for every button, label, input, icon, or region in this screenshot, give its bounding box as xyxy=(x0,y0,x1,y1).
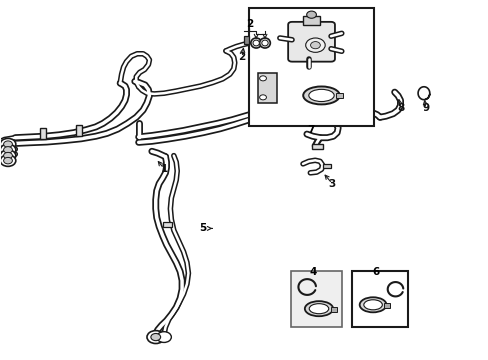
Bar xyxy=(249,8,373,126)
Circle shape xyxy=(306,11,316,18)
Ellipse shape xyxy=(261,40,267,46)
Text: 8: 8 xyxy=(396,103,404,113)
Circle shape xyxy=(147,330,164,343)
Circle shape xyxy=(3,147,12,153)
Text: 1: 1 xyxy=(160,163,167,174)
Ellipse shape xyxy=(252,40,259,46)
Bar xyxy=(322,164,330,168)
Bar xyxy=(302,17,320,26)
Bar xyxy=(40,128,45,139)
Ellipse shape xyxy=(308,304,328,314)
Bar xyxy=(335,93,343,98)
Text: 5: 5 xyxy=(199,224,206,233)
Text: 9: 9 xyxy=(422,103,428,113)
Bar xyxy=(351,271,407,327)
Ellipse shape xyxy=(303,86,339,104)
Circle shape xyxy=(0,144,16,156)
Bar xyxy=(330,306,336,311)
Circle shape xyxy=(310,41,320,49)
Ellipse shape xyxy=(250,38,261,48)
Text: 2: 2 xyxy=(238,52,245,62)
Circle shape xyxy=(0,138,16,150)
Bar xyxy=(162,222,172,226)
Text: 2: 2 xyxy=(245,19,252,29)
Bar xyxy=(258,73,276,103)
Ellipse shape xyxy=(308,89,333,102)
Text: 7: 7 xyxy=(307,125,314,135)
Ellipse shape xyxy=(363,300,382,310)
Circle shape xyxy=(151,333,160,341)
Text: 6: 6 xyxy=(372,267,379,277)
FancyBboxPatch shape xyxy=(287,22,334,62)
Circle shape xyxy=(3,157,12,164)
Circle shape xyxy=(3,141,12,147)
Bar xyxy=(244,36,248,44)
Circle shape xyxy=(259,95,266,100)
Bar xyxy=(383,303,389,308)
Circle shape xyxy=(3,152,12,159)
Ellipse shape xyxy=(359,297,386,312)
Ellipse shape xyxy=(304,301,332,316)
Circle shape xyxy=(305,38,325,52)
Text: 4: 4 xyxy=(308,267,316,277)
Circle shape xyxy=(0,155,16,166)
Bar xyxy=(311,144,322,149)
Bar xyxy=(76,126,82,136)
Text: 3: 3 xyxy=(328,179,335,189)
Ellipse shape xyxy=(259,38,270,48)
Circle shape xyxy=(259,76,266,81)
Circle shape xyxy=(157,332,171,342)
Circle shape xyxy=(0,150,16,161)
Bar xyxy=(290,271,341,327)
